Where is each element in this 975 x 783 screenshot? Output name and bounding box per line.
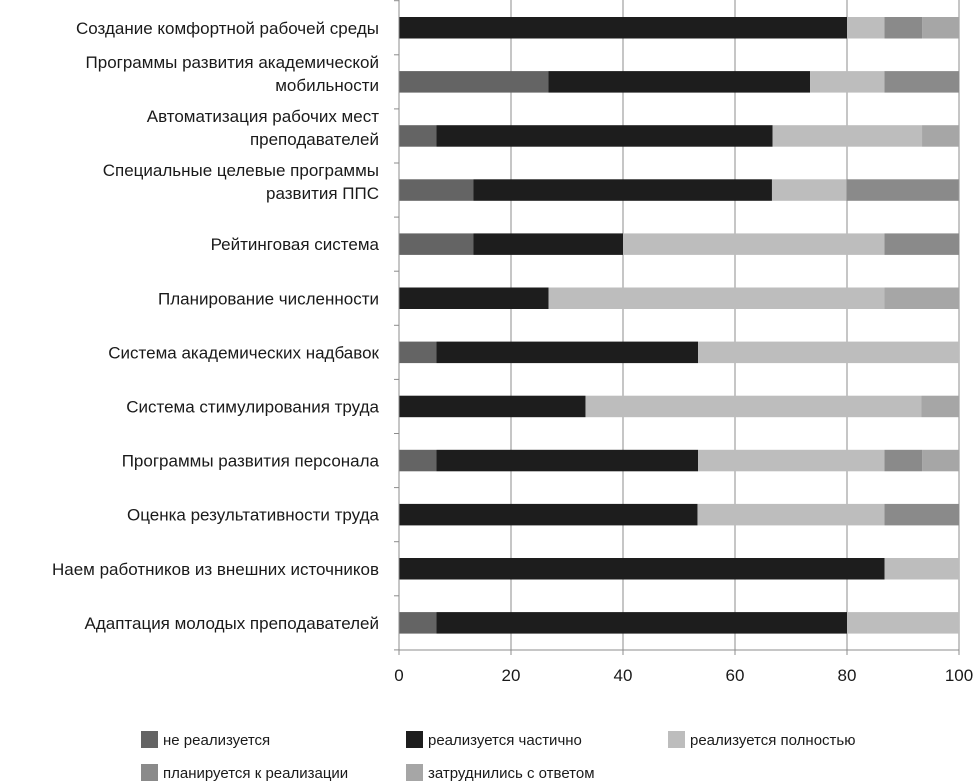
x-tick-label: 60	[726, 666, 745, 685]
bar-segment	[884, 71, 959, 93]
bar-segment	[771, 179, 847, 201]
category-label: Оценка результативности труда	[127, 506, 380, 525]
bar-segment	[436, 341, 699, 364]
bar-segment	[399, 179, 474, 201]
legend-swatch	[141, 764, 158, 781]
legend-swatch	[406, 731, 423, 748]
bars	[399, 17, 959, 634]
x-tick-label: 100	[945, 666, 973, 685]
category-label: Программы развития персонала	[122, 452, 380, 471]
bar-segment	[399, 71, 549, 93]
bar-segment	[847, 612, 959, 634]
legend: не реализуется реализуется частично реализ…	[141, 731, 855, 782]
gridlines	[510, 0, 960, 650]
bar-segment	[399, 395, 586, 418]
bar-segment	[548, 71, 811, 93]
bar-segment	[884, 287, 959, 309]
bar-segment	[697, 503, 885, 526]
x-tick-label: 40	[614, 666, 633, 685]
x-tick-label: 0	[394, 666, 403, 685]
category-label: Рейтинговая система	[211, 235, 380, 254]
bar-segment	[698, 341, 959, 364]
bar-segment	[399, 233, 474, 255]
legend-label: реализуется полностью	[690, 732, 855, 749]
x-tick-labels: 0 20 40 60 80 100	[394, 666, 973, 685]
bar-segment	[884, 449, 923, 472]
bar-segment	[847, 17, 885, 39]
bar-segment	[921, 395, 959, 418]
bar-segment	[436, 612, 847, 634]
bar-segment	[585, 395, 922, 418]
bar-segment	[399, 558, 885, 580]
category-label: Система академических надбавок	[108, 343, 379, 362]
bar-segment	[473, 179, 772, 201]
category-label: Автоматизация рабочих мест преподавателей	[147, 107, 379, 149]
bar-segment	[922, 125, 959, 147]
category-labels: Создание комфортной рабочей среды Програм…	[52, 19, 380, 633]
bar-segment	[399, 612, 437, 634]
bar-segment	[846, 179, 959, 201]
bar-segment	[436, 449, 699, 472]
legend-swatch	[668, 731, 685, 748]
axes	[394, 0, 960, 655]
legend-label: затруднились с ответом	[428, 765, 595, 782]
bar-segment	[623, 233, 885, 255]
bar-segment	[922, 17, 959, 39]
x-tick-label: 20	[502, 666, 521, 685]
x-tick-label: 80	[838, 666, 857, 685]
bar-segment	[548, 287, 885, 309]
bar-segment	[884, 558, 959, 580]
category-label: Адаптация молодых преподавателей	[84, 614, 379, 633]
legend-label: планируется к реализации	[163, 765, 348, 782]
bar-segment	[399, 287, 549, 309]
bar-segment	[922, 449, 959, 472]
bar-segment	[884, 17, 923, 39]
category-label: Специальные целевые программы развития ПП…	[103, 161, 379, 203]
bar-segment	[399, 449, 437, 472]
legend-label: не реализуется	[163, 732, 270, 749]
category-label: Программы развития академической мобильно…	[86, 53, 379, 95]
bar-segment	[473, 233, 623, 255]
bar-segment	[884, 503, 959, 526]
legend-label: реализуется частично	[428, 732, 582, 749]
category-label: Наем работников из внешних источников	[52, 560, 379, 579]
bar-segment	[810, 71, 885, 93]
bar-segment	[399, 503, 698, 526]
legend-swatch	[141, 731, 158, 748]
bar-segment	[772, 125, 923, 147]
category-label: Создание комфортной рабочей среды	[76, 19, 379, 38]
category-label: Система стимулирования труда	[126, 397, 379, 416]
bar-segment	[399, 125, 437, 147]
category-label: Планирование численности	[158, 289, 379, 308]
legend-swatch	[406, 764, 423, 781]
bar-segment	[436, 125, 773, 147]
bar-segment	[698, 449, 885, 472]
bar-segment	[399, 341, 437, 364]
bar-segment	[884, 233, 959, 255]
bar-segment	[399, 17, 847, 39]
